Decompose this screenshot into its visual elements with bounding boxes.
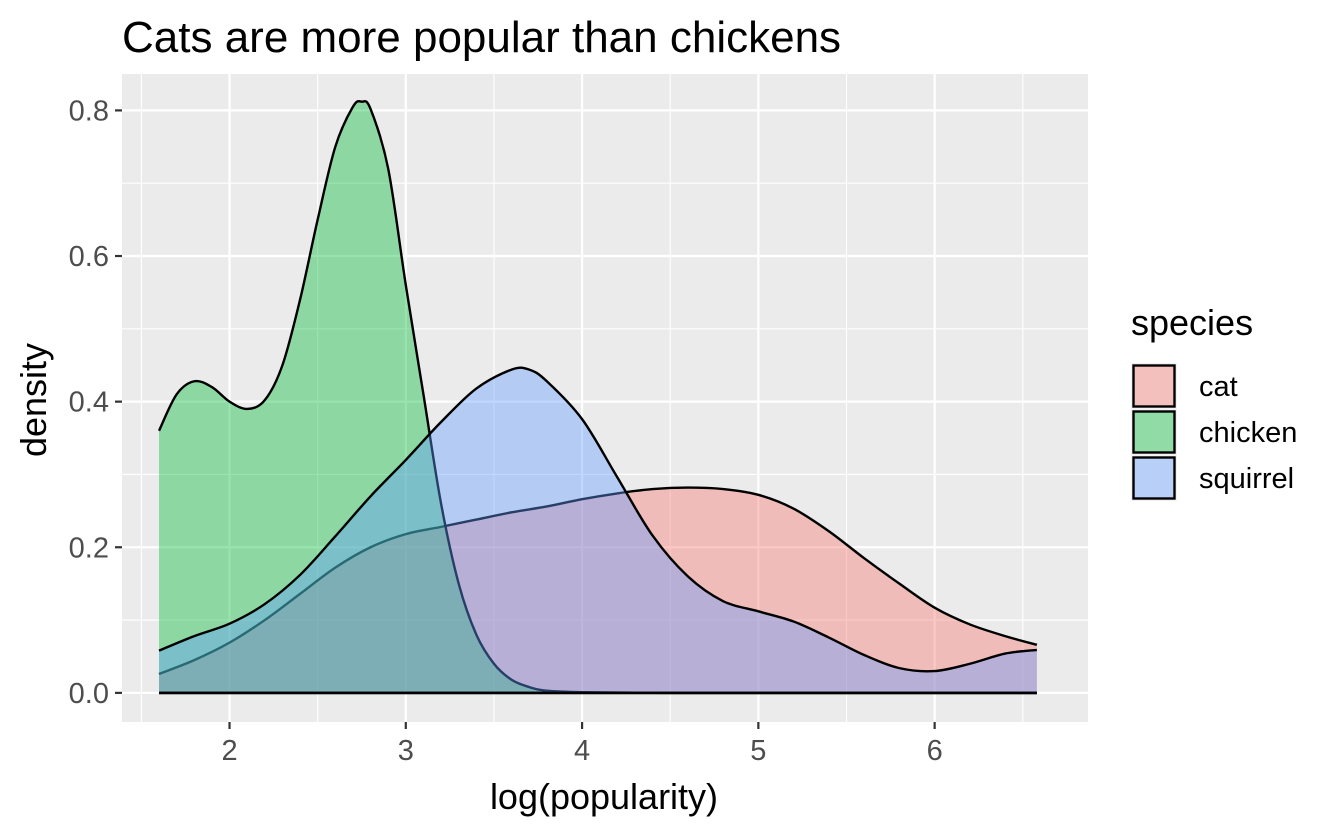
legend-label-squirrel: squirrel [1199,463,1294,495]
y-axis-title: density [13,343,54,457]
x-axis: 2 3 4 5 6 [221,722,943,767]
legend-swatch-cat [1132,364,1176,408]
y-tick-label: 0.2 [69,532,109,564]
y-tick-label: 0.8 [69,95,109,127]
density-area-cat [159,487,1037,693]
density-area-chicken [159,101,1037,693]
y-axis: 0.0 0.2 0.4 0.6 0.8 [69,95,122,710]
chart-title: Cats are more popular than chickens [122,13,841,62]
x-tick-label: 6 [927,735,943,767]
x-axis-title: log(popularity) [490,776,718,817]
legend-key-background [1131,363,1177,409]
legend-key-background [1131,409,1177,455]
y-tick-label: 0.4 [69,387,109,419]
legend-label-chicken: chicken [1199,417,1297,449]
legend-title: species [1131,302,1253,343]
plot-panel [122,74,1088,722]
density-line-cat [158,486,1038,676]
y-tick-label: 0.6 [69,241,109,273]
legend-key-background [1131,455,1177,501]
density-area-squirrel [159,367,1037,693]
x-tick-label: 3 [398,735,414,767]
x-tick-label: 5 [750,735,766,767]
density-line-squirrel [158,366,1038,673]
legend: species cat chicken squirrel [1131,302,1297,501]
minor-gridlines [122,74,1088,722]
density-areas [157,99,1038,695]
legend-swatch-chicken [1132,410,1176,454]
x-tick-label: 2 [221,735,237,767]
y-tick-label: 0.0 [69,678,109,710]
x-tick-label: 4 [574,735,590,767]
legend-label-cat: cat [1199,371,1238,403]
legend-swatch-squirrel [1132,456,1176,500]
